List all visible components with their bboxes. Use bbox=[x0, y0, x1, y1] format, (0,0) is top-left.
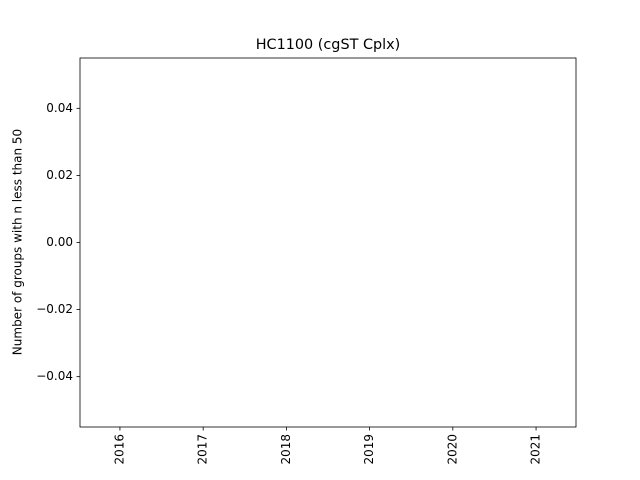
y-tick-label: −0.04 bbox=[36, 369, 73, 383]
y-tick-label: 0.00 bbox=[46, 235, 73, 249]
y-axis-label: Number of groups with n less than 50 bbox=[11, 129, 25, 355]
y-tick-label: 0.04 bbox=[46, 101, 73, 115]
x-tick-label: 2018 bbox=[279, 434, 293, 465]
y-tick-label: −0.02 bbox=[36, 302, 73, 316]
x-tick-label: 2020 bbox=[445, 434, 459, 465]
y-tick-label: 0.02 bbox=[46, 168, 73, 182]
x-tick-label: 2021 bbox=[529, 434, 543, 465]
x-tick-label: 2019 bbox=[362, 434, 376, 465]
x-tick-label: 2016 bbox=[112, 434, 126, 465]
x-tick-label: 2017 bbox=[196, 434, 210, 465]
chart-title: HC1100 (cgST Cplx) bbox=[256, 37, 401, 53]
